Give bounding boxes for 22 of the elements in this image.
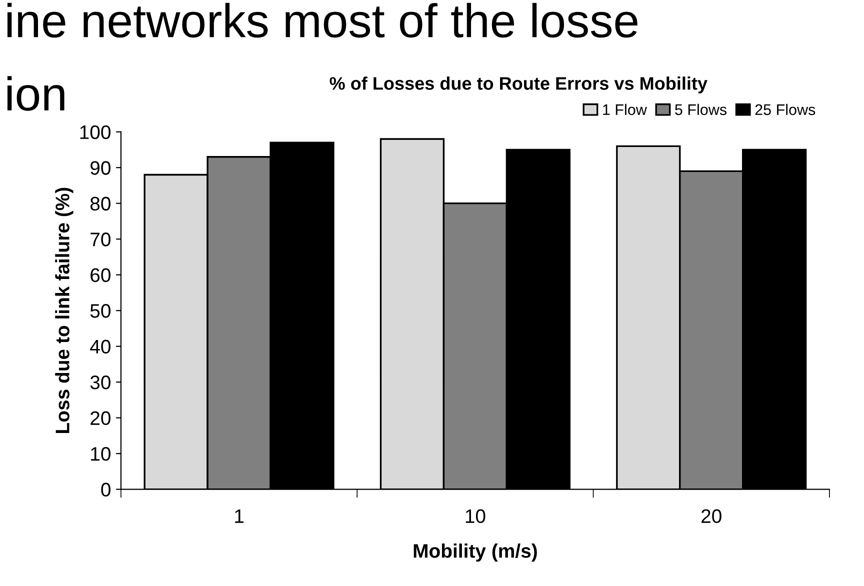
chart-title: % of Losses due to Route Errors vs Mobility — [330, 76, 708, 94]
y-tick-label: 30 — [90, 376, 110, 390]
x-axis-title: Mobility (m/s) — [414, 544, 537, 562]
x-tick-label: 20 — [702, 509, 722, 524]
y-tick-label: 70 — [90, 232, 110, 246]
y-tick-label: 60 — [90, 268, 110, 282]
text: ion — [7, 76, 64, 111]
x-tick-label: 1 — [235, 509, 244, 523]
y-tick-label: 80 — [90, 196, 110, 211]
x-tick-label: 10 — [466, 509, 486, 524]
y-tick-label: 100 — [80, 125, 110, 140]
y-tick-label: 0 — [101, 482, 110, 497]
legend-label: 1 Flow — [603, 104, 647, 116]
y-tick-label: 90 — [90, 161, 110, 175]
text: ine networks most of the losse — [7, 2, 638, 38]
legend-label: 5 Flows — [675, 104, 727, 116]
y-tick-label: 40 — [90, 340, 110, 354]
legend-label: 25 Flows — [755, 104, 816, 116]
y-tick-label: 50 — [90, 304, 110, 318]
y-tick-label: 10 — [91, 447, 110, 461]
y-axis-title: Loss due to link failure (%) — [55, 188, 74, 433]
y-tick-label: 20 — [90, 411, 110, 426]
